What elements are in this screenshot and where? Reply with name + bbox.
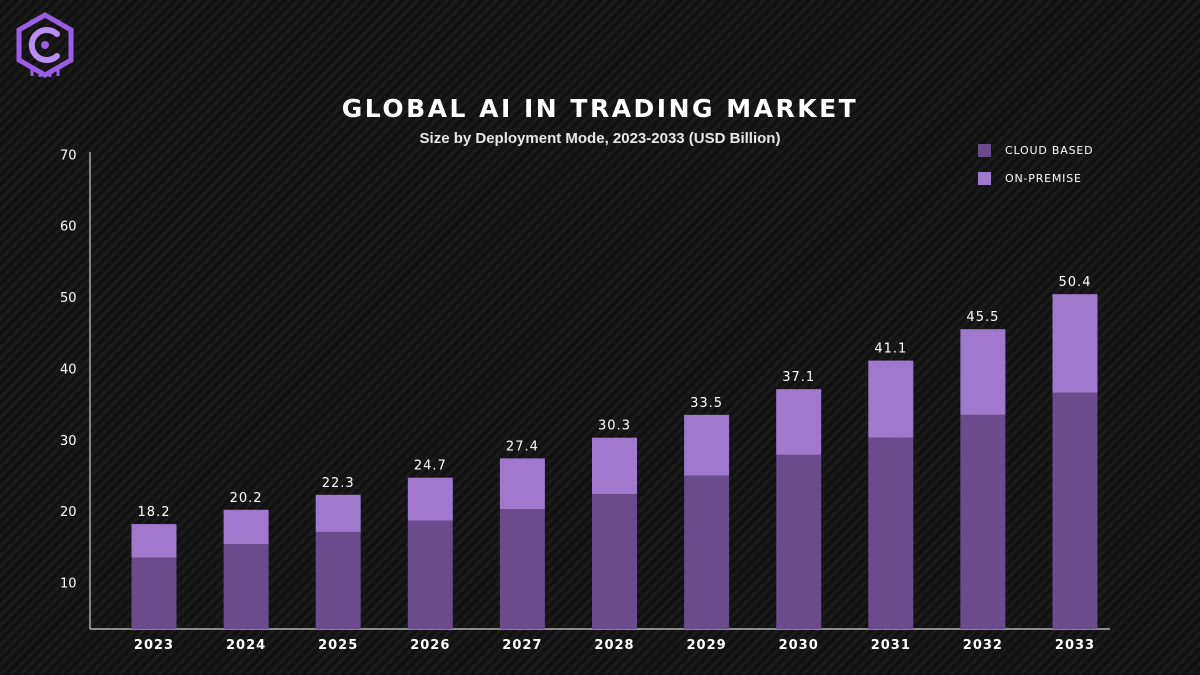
x-tick-label: 2032 [963,638,1003,653]
bar-on-premise [407,477,453,521]
bar-cloud-based [407,520,453,629]
x-tick-label: 2031 [871,638,911,653]
bar-total-label: 33.5 [690,396,723,411]
legend-item-cloud-based: CLOUD BASED [978,136,1093,164]
x-tick-label: 2024 [226,638,266,653]
chart-title: GLOBAL AI IN TRADING MARKET [341,94,859,123]
circuit-c-logo-icon [16,12,74,78]
bar-total-label: 37.1 [782,370,815,385]
legend-item-on-premise: ON-PREMISE [978,164,1093,192]
bar-cloud-based [592,494,637,629]
legend-label-cloud-based: CLOUD BASED [1005,143,1094,157]
bar-cloud-based [960,414,1006,629]
legend-swatch-cloud-based [978,143,991,157]
bar-cloud-based [684,475,730,629]
y-tick-label: 70 [60,148,77,163]
bar-cloud-based [315,531,361,629]
bar-total-label: 30.3 [598,419,631,434]
bar-total-label: 45.5 [966,310,999,325]
legend-swatch-on-premise [978,171,991,185]
brand-logo [12,12,78,78]
bar-on-premise [223,509,269,545]
bar-total-label: 27.4 [506,439,539,454]
bar-on-premise [1052,294,1098,393]
x-tick-label: 2028 [594,638,634,653]
bar-on-premise [315,494,361,532]
x-tick-label: 2025 [318,638,358,653]
chart-subtitle: Size by Deployment Mode, 2023-2033 (USD … [419,130,781,147]
x-tick-label: 2026 [410,638,450,653]
bar-total-label: 24.7 [414,459,447,474]
bar-cloud-based [131,557,177,629]
y-tick-label: 60 [60,220,77,235]
bar-cloud-based [223,544,269,629]
y-tick-label: 30 [60,434,77,449]
legend-label-on-premise: ON-PREMISE [1005,171,1082,185]
bar-on-premise [960,329,1006,415]
x-tick-label: 2027 [502,638,542,653]
chart-legend: CLOUD BASED ON-PREMISE [978,136,1093,192]
bar-total-label: 41.1 [874,342,907,357]
bar-cloud-based [868,437,914,629]
x-tick-label: 2033 [1055,638,1095,653]
y-tick-label: 20 [60,505,77,520]
bar-total-label: 20.2 [230,491,263,506]
bar-on-premise [868,360,914,438]
bar-on-premise [499,458,545,510]
bar-total-label: 50.4 [1059,275,1092,290]
y-tick-label: 50 [60,291,77,306]
bar-on-premise [684,414,730,476]
bar-total-label: 22.3 [322,476,355,491]
bar-total-label: 18.2 [138,505,171,520]
bar-on-premise [776,389,822,455]
bar-cloud-based [776,454,822,629]
x-tick-label: 2030 [779,638,819,653]
x-tick-label: 2029 [687,638,727,653]
x-tick-label: 2023 [134,638,174,653]
bar-cloud-based [499,509,545,629]
bar-on-premise [592,437,637,495]
bar-cloud-based [1052,392,1098,629]
y-tick-label: 10 [60,577,77,592]
bar-on-premise [131,524,177,558]
y-tick-label: 40 [60,362,77,377]
